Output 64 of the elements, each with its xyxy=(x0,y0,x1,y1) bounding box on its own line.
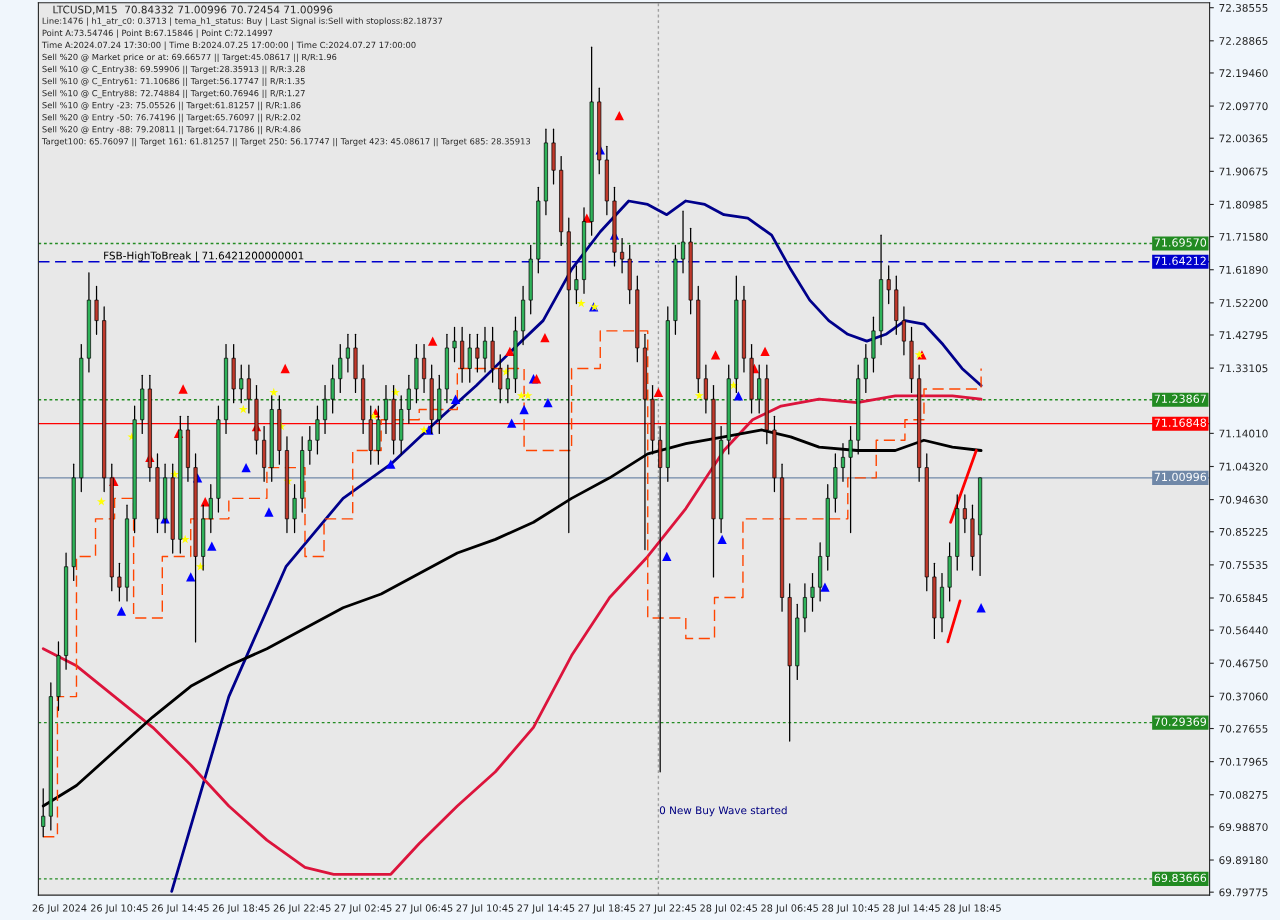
annotation: Target100: 65.76097 || Target 161: 61.81257 || Target 250: 56.17747 || Target 423: 45.08617 || Target 685: 28.35913 xyxy=(41,137,531,147)
annotation: Sell %10 @ Entry -23: 75.05526 || Target:61.81257 || R/R:1.86 xyxy=(42,101,301,111)
annotation: Point A:73.54746 | Point B:67.15846 | Point C:72.14997 xyxy=(42,29,273,38)
y-tick-label: 72.00365 xyxy=(1219,134,1268,143)
y-tick-label: 70.65845 xyxy=(1219,594,1268,603)
annotation: Sell %20 @ Market price or at: 69.66577 || Target:45.08617 || R/R:1.96 xyxy=(42,53,337,62)
x-tick-label: 26 Jul 22:45 xyxy=(273,904,331,914)
chart-title: LTCUSD,M15 70.84332 71.00996 70.72454 71.00996 xyxy=(53,5,333,15)
x-tick-label: 26 Jul 18:45 xyxy=(212,904,270,914)
y-tick-label: 70.56440 xyxy=(1219,626,1268,635)
y-tick-label: 69.79775 xyxy=(1219,888,1268,897)
ref-line-label: 70.29369 xyxy=(1154,717,1207,726)
y-tick-label: 71.80985 xyxy=(1219,200,1268,209)
y-tick-label: 71.90675 xyxy=(1219,167,1268,176)
y-tick-label: 69.98870 xyxy=(1219,823,1268,832)
ref-line-label: 71.23867 xyxy=(1154,394,1206,403)
x-tick-label: 27 Jul 06:45 xyxy=(395,904,453,914)
y-tick-label: 71.42795 xyxy=(1219,331,1268,340)
y-tick-label: 70.94630 xyxy=(1219,495,1268,504)
y-tick-label: 70.37060 xyxy=(1219,692,1268,701)
y-tick-label: 72.28865 xyxy=(1219,37,1268,45)
y-tick-label: 71.14010 xyxy=(1219,429,1268,438)
annotation: 0 New Buy Wave started xyxy=(659,806,787,817)
ref-line-label: 69.83666 xyxy=(1154,873,1207,883)
x-tick-label: 28 Jul 18:45 xyxy=(944,904,1001,914)
y-tick-label: 72.19460 xyxy=(1219,69,1268,78)
annotation: Sell %20 @ Entry -88: 79.20811 || Target:64.71786 || R/R:4.86 xyxy=(42,125,301,135)
y-tick-label: 70.75535 xyxy=(1219,561,1268,569)
x-tick-label: 28 Jul 06:45 xyxy=(761,904,818,914)
annotation: Sell %10 @ C_Entry88: 72.74884 || Target:60.76946 || R/R:1.27 xyxy=(42,89,305,99)
y-tick-label: 69.89180 xyxy=(1219,856,1268,865)
x-tick-label: 28 Jul 14:45 xyxy=(883,904,940,914)
x-tick-label: 26 Jul 2024 xyxy=(32,904,87,914)
y-tick-label: 71.04320 xyxy=(1219,462,1268,471)
y-tick-label: 71.61890 xyxy=(1219,265,1268,274)
x-tick-label: 28 Jul 02:45 xyxy=(700,904,758,914)
y-tick-label: 72.38555 xyxy=(1219,3,1268,12)
ref-line-label: 71.64212 xyxy=(1154,256,1206,266)
x-tick-label: 28 Jul 10:45 xyxy=(822,904,879,914)
y-tick-label: 71.71580 xyxy=(1219,232,1268,241)
x-tick-label: 27 Jul 22:45 xyxy=(639,904,697,914)
ref-line-label: 71.69570 xyxy=(1154,238,1207,247)
y-tick-label: 70.08275 xyxy=(1219,790,1268,799)
annotation: Line:1476 | h1_atr_c0: 0.3713 | tema_h1_status: Buy | Last Signal is:Sell with stoploss:82.18737 xyxy=(42,17,443,26)
ref-line-label: 71.16848 xyxy=(1154,418,1207,427)
x-tick-label: 27 Jul 02:45 xyxy=(334,904,392,914)
y-tick-label: 71.52200 xyxy=(1219,299,1268,307)
y-tick-label: 71.33105 xyxy=(1219,364,1268,373)
annotation: FSB-HighToBreak | 71.6421200000001 xyxy=(104,251,304,262)
annotation: Time A:2024.07.24 17:30:00 | Time B:2024.07.25 17:00:00 | Time C:2024.07.27 17:00:00 xyxy=(41,41,416,50)
x-tick-label: 27 Jul 18:45 xyxy=(578,904,636,914)
annotation: Sell %10 @ C_Entry61: 71.10686 || Target:56.17747 || R/R:1.35 xyxy=(42,77,305,87)
x-tick-label: 26 Jul 14:45 xyxy=(151,904,209,914)
y-tick-label: 70.46750 xyxy=(1219,659,1268,668)
x-tick-label: 27 Jul 10:45 xyxy=(456,904,514,914)
x-tick-label: 26 Jul 10:45 xyxy=(90,904,148,914)
y-tick-label: 70.85225 xyxy=(1219,527,1268,536)
x-tick-label: 27 Jul 14:45 xyxy=(517,904,575,914)
annotation: Sell %20 @ Entry -50: 76.74196 || Target:65.76097 || R/R:2.02 xyxy=(42,113,301,123)
y-tick-label: 70.17965 xyxy=(1219,757,1268,766)
y-tick-label: 70.27655 xyxy=(1219,724,1268,733)
annotation: Sell %10 @ C_Entry38: 69.59906 || Target:28.35913 || R/R:3.28 xyxy=(42,65,305,75)
y-tick-label: 72.09770 xyxy=(1219,102,1268,111)
ref-line-label: 71.00996 xyxy=(1154,472,1207,482)
